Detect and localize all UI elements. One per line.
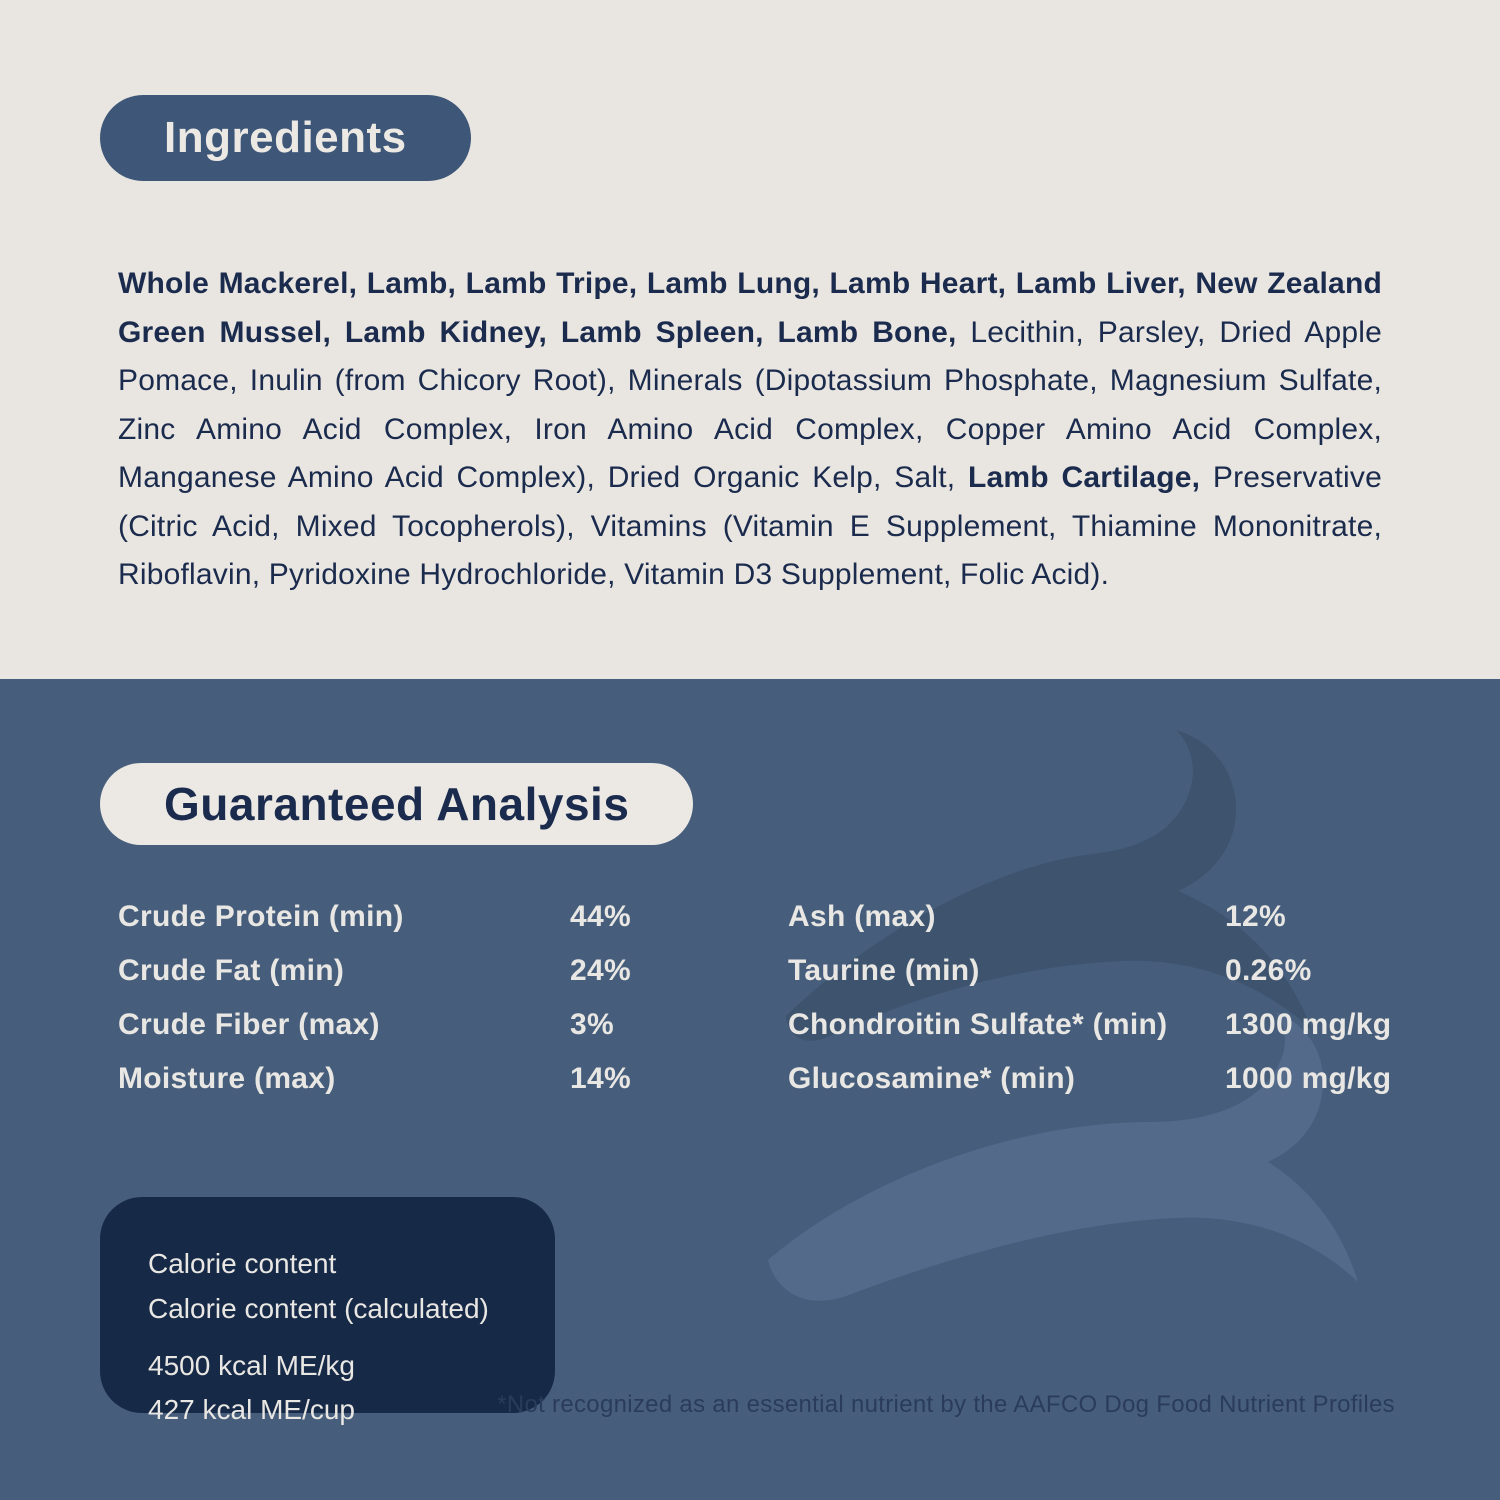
analysis-label: Moisture (max) (118, 1062, 336, 1095)
analysis-value: 12% (1225, 900, 1286, 933)
analysis-row: Ash (max) 12% (788, 890, 1408, 944)
analysis-row: Moisture (max) 14% (118, 1052, 758, 1106)
ingredients-segment-vitamins: Preservative (Citric Acid, Mixed Tocophe… (118, 461, 1382, 591)
analysis-label: Crude Fiber (max) (118, 1008, 380, 1041)
analysis-label: Crude Fat (min) (118, 954, 345, 987)
analysis-row: Chondroitin Sulfate* (min) 1300 mg/kg (788, 998, 1408, 1052)
analysis-label: Taurine (min) (788, 954, 980, 987)
ingredients-segment-cartilage: Lamb Cartilage, (967, 461, 1201, 494)
analysis-column-right: Ash (max) 12% Taurine (min) 0.26% Chondr… (788, 890, 1408, 1106)
analysis-value: 1300 mg/kg (1225, 1008, 1392, 1041)
ingredients-title-pill: Ingredients (100, 95, 471, 181)
guaranteed-analysis-title-pill: Guaranteed Analysis (100, 763, 694, 845)
calorie-value-line: 427 kcal ME/cup (148, 1394, 355, 1425)
analysis-value: 24% (570, 954, 631, 987)
analysis-label: Chondroitin Sulfate* (min) (788, 1008, 1168, 1041)
analysis-label: Crude Protein (min) (118, 900, 404, 933)
analysis-value: 44% (570, 900, 631, 933)
calorie-heading-line: Calorie content (148, 1248, 337, 1279)
ingredients-segment-primary: Whole Mackerel, Lamb, Lamb Tripe, Lamb L… (118, 267, 1382, 349)
guaranteed-analysis-section: Guaranteed Analysis Crude Protein (min) … (0, 679, 1500, 1500)
ingredients-segment-secondary: Lecithin, Parsley, Dried Apple Pomace, I… (118, 315, 1382, 495)
analysis-value: 0.26% (1225, 954, 1312, 987)
analysis-label: Glucosamine* (min) (788, 1062, 1076, 1095)
analysis-row: Crude Fat (min) 24% (118, 944, 758, 998)
analysis-value: 14% (570, 1062, 631, 1095)
guaranteed-analysis-title: Guaranteed Analysis (164, 778, 630, 830)
calorie-content-box: Calorie content Calorie content (calcula… (100, 1197, 555, 1425)
calorie-values: 4500 kcal ME/kg 427 kcal ME/cup (148, 1344, 535, 1432)
calorie-value-line: 4500 kcal ME/kg (148, 1350, 355, 1381)
analysis-label: Ash (max) (788, 900, 936, 933)
analysis-row: Glucosamine* (min) 1000 mg/kg (788, 1052, 1408, 1106)
calorie-headings: Calorie content Calorie content (calcula… (148, 1241, 535, 1331)
analysis-row: Crude Protein (min) 44% (118, 890, 758, 944)
calorie-heading-line: Calorie content (calculated) (148, 1293, 489, 1324)
ingredients-title: Ingredients (164, 113, 407, 162)
ingredients-section: Ingredients Whole Mackerel, Lamb, Lamb T… (0, 0, 1500, 679)
analysis-row: Taurine (min) 0.26% (788, 944, 1408, 998)
analysis-row: Crude Fiber (max) 3% (118, 998, 758, 1052)
analysis-value: 3% (570, 1008, 614, 1041)
analysis-value: 1000 mg/kg (1225, 1062, 1392, 1095)
analysis-column-left: Crude Protein (min) 44% Crude Fat (min) … (118, 890, 758, 1106)
ingredients-paragraph: Whole Mackerel, Lamb, Lamb Tripe, Lamb L… (118, 260, 1382, 600)
aafco-footnote: *Not recognized as an essential nutrient… (497, 1391, 1395, 1418)
